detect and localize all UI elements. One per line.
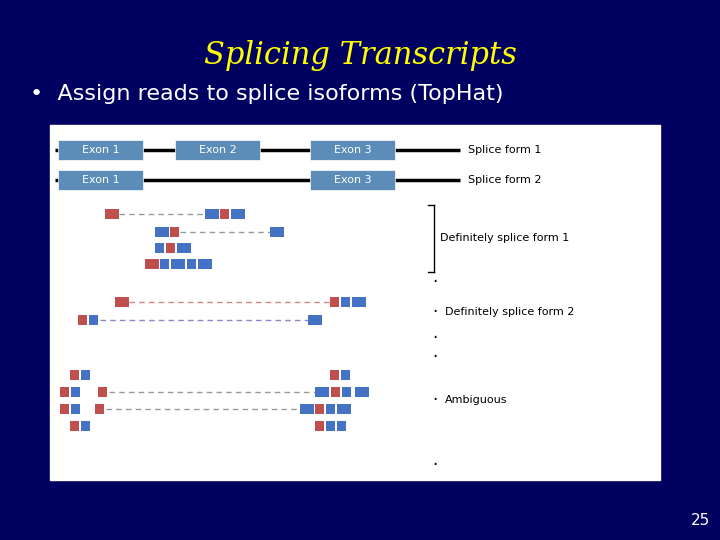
Bar [341,370,350,380]
Text: Exon 3: Exon 3 [333,175,372,185]
Bar [60,387,69,397]
Bar [155,243,164,253]
Bar [342,387,351,397]
Bar [171,259,185,269]
Text: Exon 1: Exon 1 [81,175,120,185]
Text: Splice form 2: Splice form 2 [468,175,541,185]
Bar [81,421,90,431]
Bar [315,404,324,414]
Text: ·: · [433,456,438,474]
Bar [160,259,169,269]
Bar [330,297,339,307]
Bar [220,209,229,219]
Text: Exon 2: Exon 2 [199,145,236,155]
Text: Exon 1: Exon 1 [81,145,120,155]
Bar [170,227,179,237]
Text: Definitely splice form 2: Definitely splice form 2 [445,307,575,317]
Text: ·: · [433,391,438,409]
Bar [115,297,129,307]
Bar [355,387,369,397]
Bar [71,387,80,397]
Bar [98,387,107,397]
Bar [177,243,191,253]
Bar [175,140,260,160]
Bar [326,421,335,431]
Bar [145,259,159,269]
Bar [60,404,69,414]
Bar [166,243,175,253]
Bar [155,227,169,237]
Bar [352,297,366,307]
Text: 25: 25 [690,513,710,528]
Bar [341,297,350,307]
Bar [326,404,335,414]
Text: Splice form 1: Splice form 1 [468,145,541,155]
Bar [105,209,119,219]
Bar [231,209,245,219]
Bar [270,227,284,237]
Text: ·: · [433,329,438,347]
Bar [50,125,660,480]
Bar [58,140,143,160]
Bar [81,370,90,380]
Bar [70,421,79,431]
Text: Exon 3: Exon 3 [333,145,372,155]
Text: Splicing Transcripts: Splicing Transcripts [204,40,516,71]
Bar [71,404,80,414]
Bar [337,404,351,414]
Bar [205,209,219,219]
Text: Ambiguous: Ambiguous [445,395,508,405]
Bar [300,404,314,414]
Bar [308,315,322,325]
Bar [315,421,324,431]
Bar [89,315,98,325]
Bar [78,315,87,325]
Bar [198,259,212,269]
Bar [331,387,340,397]
Text: •  Assign reads to splice isoforms (TopHat): • Assign reads to splice isoforms (TopHa… [30,84,503,104]
Bar [330,370,339,380]
Bar [315,387,329,397]
Bar [58,170,143,190]
Bar [95,404,104,414]
Text: Definitely splice form 1: Definitely splice form 1 [440,233,570,243]
Text: ·: · [433,303,438,321]
Bar [187,259,196,269]
Bar [310,140,395,160]
Bar [337,421,346,431]
Bar [70,370,79,380]
Text: ·: · [433,273,438,291]
Bar [310,170,395,190]
Text: ·: · [433,348,438,366]
